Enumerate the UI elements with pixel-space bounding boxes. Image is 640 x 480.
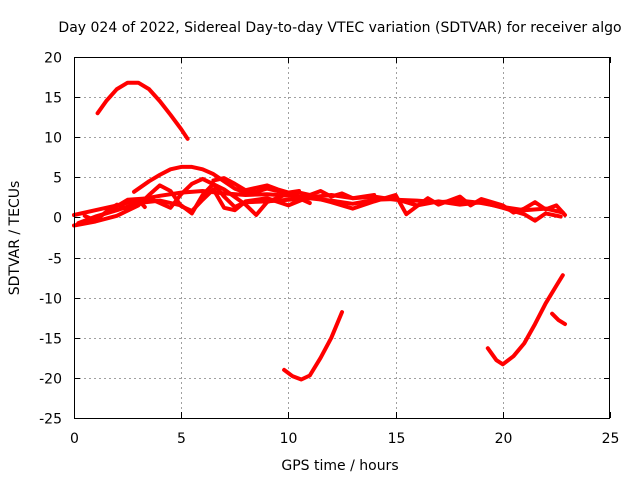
y-tick-label: -25 [39, 412, 62, 428]
y-tick-label: 5 [53, 171, 62, 187]
y-tick-label: -10 [39, 292, 62, 308]
y-tick-label: 0 [53, 211, 62, 227]
series-line-arc-low-a [282, 310, 344, 382]
x-tick-label: 10 [280, 431, 298, 447]
series-line-arc-high [95, 80, 190, 141]
x-axis-label: GPS time / hours [281, 458, 398, 474]
y-tick-label: 10 [44, 131, 62, 147]
y-tick-label: -5 [48, 252, 62, 268]
chart-title: Day 024 of 2022, Sidereal Day-to-day VTE… [58, 20, 621, 36]
series-layer [72, 80, 567, 382]
plot-frame [74, 57, 610, 419]
y-tick-label: -20 [39, 372, 62, 388]
series-line-band-3 [132, 164, 377, 201]
y-tick-label: 20 [44, 51, 62, 67]
series-line-band-6 [82, 197, 147, 223]
tick-layer [74, 57, 611, 419]
x-tick-labels: 0 5 10 15 20 25 [70, 431, 619, 447]
y-tick-label: -15 [39, 332, 62, 348]
y-tick-label: 15 [44, 91, 62, 107]
x-tick-label: 0 [70, 431, 79, 447]
grid-layer [74, 57, 610, 418]
x-tick-label: 5 [177, 431, 186, 447]
y-axis-label: SDTVAR / TECUs [7, 181, 23, 296]
y-tick-labels: -25 -20 -15 -10 -5 0 5 10 15 20 [39, 51, 62, 428]
x-tick-label: 25 [602, 431, 620, 447]
series-line-arc-low-b [485, 273, 565, 367]
series-line-band-5 [76, 181, 563, 226]
series-line-band-7 [211, 176, 302, 195]
x-tick-label: 20 [495, 431, 513, 447]
x-tick-label: 15 [388, 431, 406, 447]
series-line-arc-low-c [550, 311, 567, 327]
